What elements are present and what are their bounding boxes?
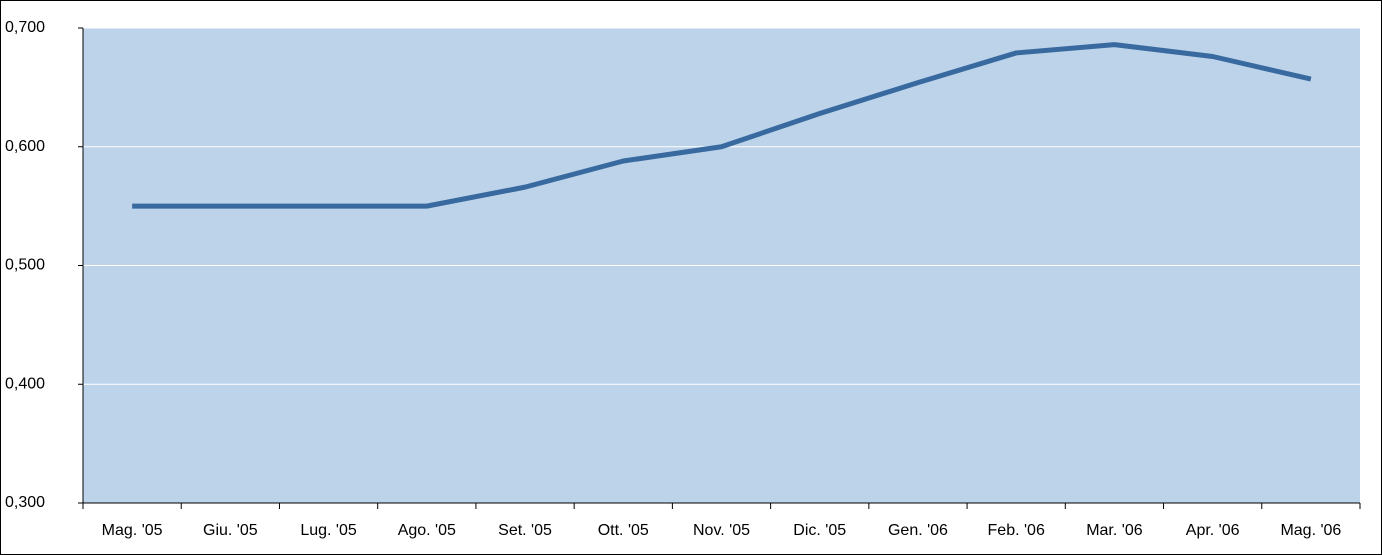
y-tick-label: 0,400 [5, 375, 45, 392]
y-tick-label: 0,600 [5, 138, 45, 155]
x-tick-label: Ott. '05 [598, 522, 649, 539]
y-tick-label: 0,300 [5, 494, 45, 511]
x-tick-label: Mag. '05 [102, 522, 163, 539]
x-tick-label: Nov. '05 [693, 522, 750, 539]
x-tick-label: Mar. '06 [1086, 522, 1143, 539]
x-tick-label: Set. '05 [498, 522, 552, 539]
x-tick-label: Feb. '06 [988, 522, 1045, 539]
x-tick-label: Dic. '05 [793, 522, 846, 539]
x-tick-label: Ago. '05 [398, 522, 456, 539]
x-tick-label: Mag. '06 [1280, 522, 1341, 539]
y-tick-label: 0,700 [5, 19, 45, 36]
data-line [132, 42, 1312, 209]
y-tick-label: 0,500 [5, 257, 45, 274]
x-tick-label: Apr. '06 [1186, 522, 1240, 539]
x-tick-label: Lug. '05 [300, 522, 357, 539]
x-tick-label: Giu. '05 [203, 522, 258, 539]
x-tick-label: Gen. '06 [888, 522, 948, 539]
